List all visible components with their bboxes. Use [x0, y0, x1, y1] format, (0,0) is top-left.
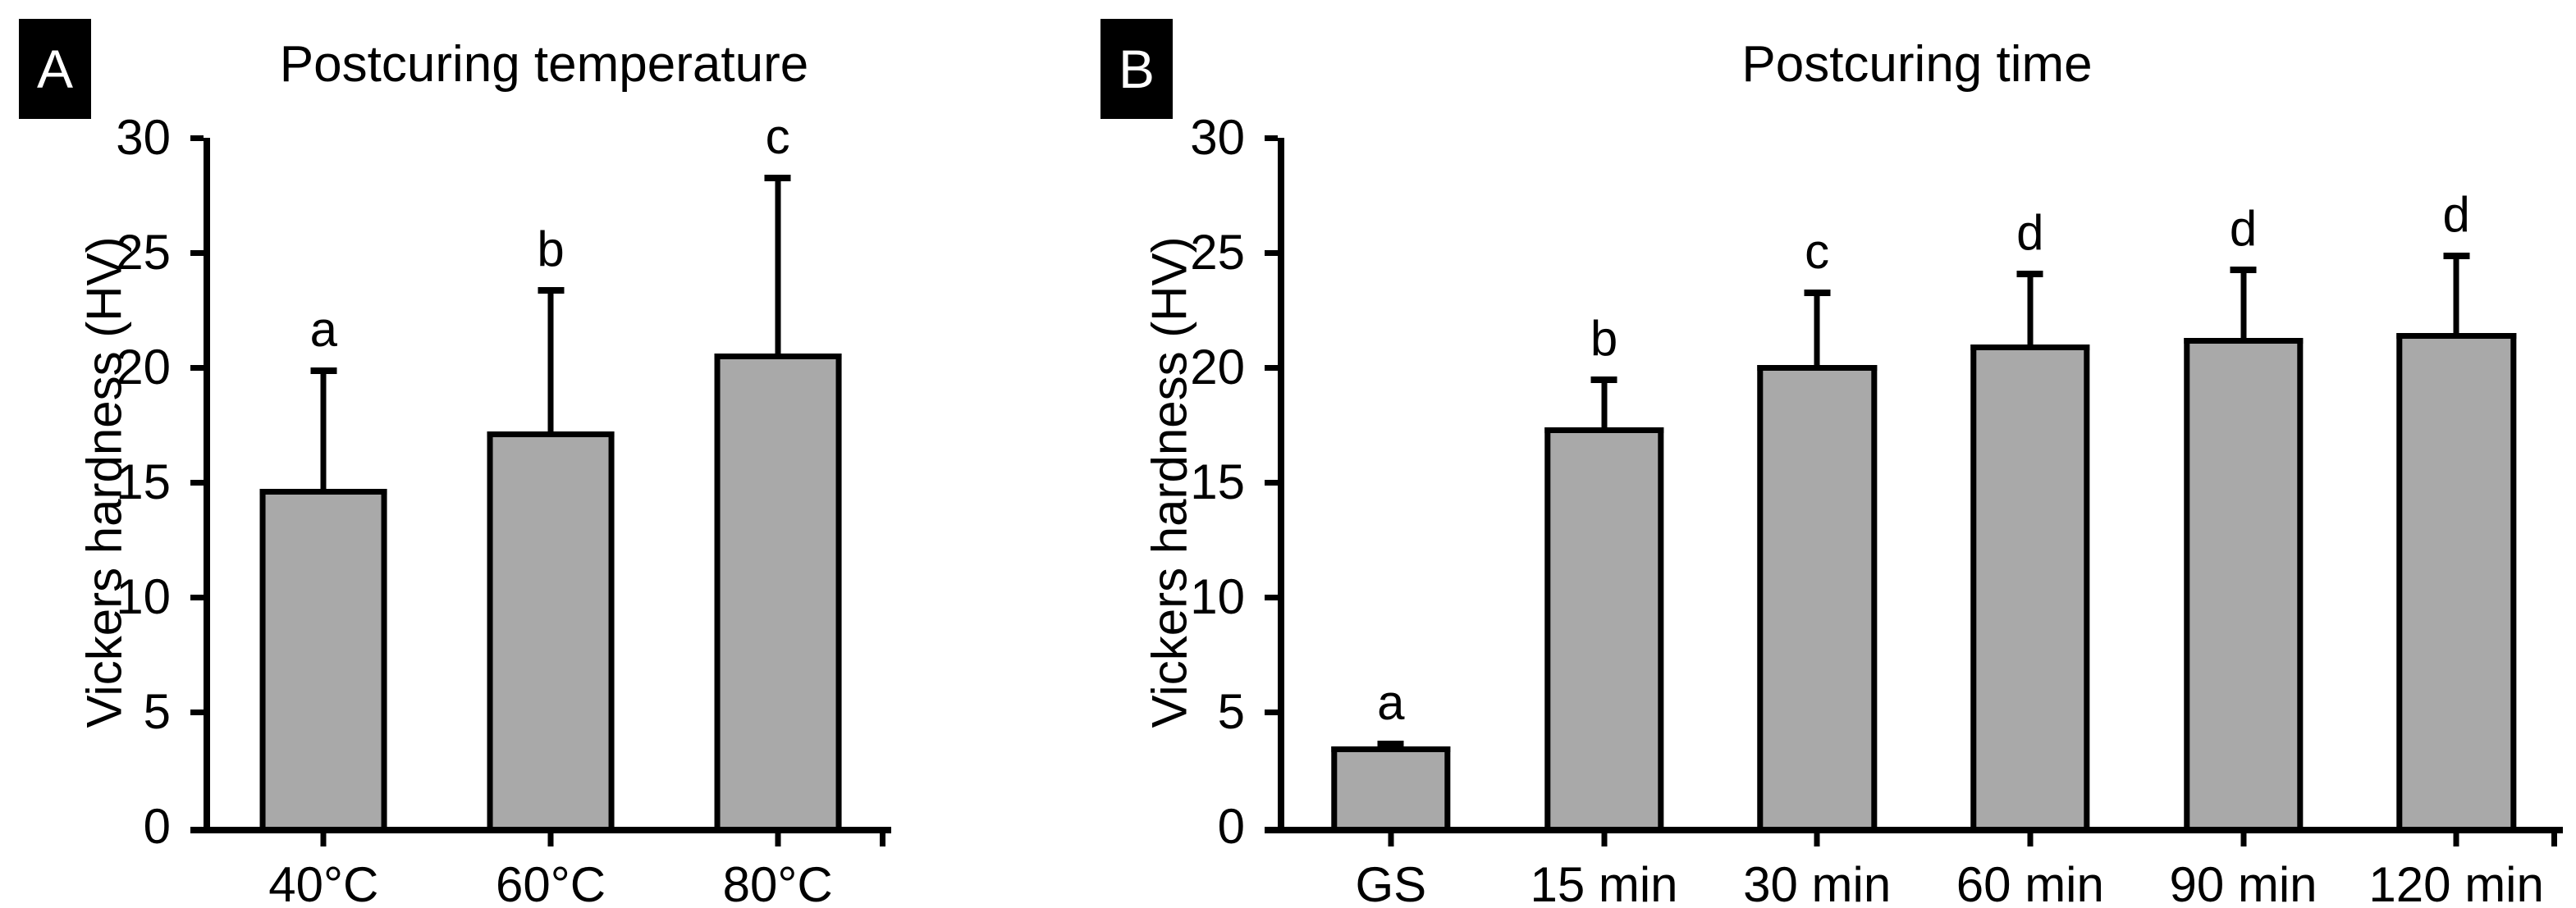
x-tick	[2027, 833, 2034, 846]
y-tick-label: 30	[116, 110, 171, 165]
y-tick-label: 0	[143, 799, 171, 854]
x-tick-label: 40°C	[268, 857, 379, 908]
significance-letter: a	[309, 302, 338, 358]
x-tick	[775, 833, 781, 846]
error-bar	[538, 287, 564, 432]
error-bar	[2230, 266, 2257, 338]
bar	[487, 431, 615, 827]
panel-b-plot-area: 0 5 10 15 20 25 30 a GS b 15 min c 30 min d 60 min d 90 …	[1190, 110, 2563, 908]
x-tick-label: 30 min	[1743, 857, 1892, 908]
y-tick	[1265, 479, 1278, 486]
error-bar-cap	[1590, 376, 1617, 384]
y-tick	[190, 249, 204, 256]
y-tick-label: 25	[116, 225, 171, 280]
panel-b-badge-letter: B	[1118, 39, 1155, 99]
significance-letter: b	[537, 221, 565, 276]
y-tick-label: 25	[1190, 225, 1245, 280]
y-tick	[1265, 709, 1278, 715]
significance-letter: d	[2442, 187, 2470, 242]
y-tick	[1265, 364, 1278, 371]
x-tick	[1601, 833, 1607, 846]
x-tick	[547, 833, 554, 846]
y-tick	[1265, 594, 1278, 600]
x-axis-end-tick	[2551, 833, 2557, 846]
y-tick-label: 10	[116, 569, 171, 625]
y-tick-label: 10	[1190, 569, 1245, 625]
x-tick	[320, 833, 327, 846]
error-bar-cap	[2443, 253, 2470, 260]
error-bar	[1590, 376, 1617, 427]
error-bar	[764, 174, 791, 354]
bar	[1757, 365, 1877, 827]
panel-a-plot-area: 0 5 10 15 20 25 30 a 40°C b 60°C c 80°C	[116, 110, 891, 908]
panel-b-title: Postcuring time	[1741, 36, 2093, 93]
x-tick-label: 15 min	[1530, 857, 1678, 908]
error-bar-cap	[310, 367, 337, 375]
x-tick-label: 60 min	[1956, 857, 2104, 908]
bar	[1331, 746, 1451, 827]
error-bar	[2443, 253, 2470, 334]
y-tick-label: 15	[116, 454, 171, 509]
y-tick	[190, 135, 204, 141]
y-tick	[190, 364, 204, 371]
bar	[2396, 333, 2516, 827]
y-tick-label: 20	[116, 340, 171, 395]
bar	[259, 489, 387, 827]
error-bar-cap	[2016, 271, 2043, 278]
error-bar	[1377, 741, 1404, 747]
x-tick-label: 90 min	[2169, 857, 2317, 908]
y-tick	[190, 709, 204, 715]
panel-b-badge: B	[1100, 19, 1173, 119]
y-tick-label: 20	[1190, 340, 1245, 395]
panel-a-badge: A	[19, 19, 91, 119]
x-tick-label: GS	[1355, 857, 1427, 908]
y-tick-label: 15	[1190, 454, 1245, 509]
bar	[2183, 337, 2304, 827]
x-tick-label: 60°C	[495, 857, 606, 908]
x-tick	[1388, 833, 1394, 846]
error-bar-cap	[538, 287, 564, 294]
bar	[1970, 344, 2090, 827]
significance-letter: b	[1590, 311, 1618, 367]
error-bar-cap	[764, 174, 791, 181]
panel-a-badge-letter: A	[36, 39, 74, 99]
bar	[714, 354, 842, 827]
panel-a: A Postcuring temperature Vickers hardnes…	[0, 0, 1091, 908]
error-bar-cap	[1377, 741, 1404, 747]
error-bar-cap	[1804, 289, 1831, 296]
y-tick-label: 30	[1190, 110, 1245, 165]
y-tick	[190, 594, 204, 600]
y-tick-label: 0	[1217, 799, 1245, 854]
error-bar	[1804, 289, 1831, 366]
significance-letter: c	[765, 108, 790, 164]
x-axis-zero-extension	[1265, 827, 1278, 833]
bar	[1544, 427, 1664, 827]
x-axis-zero-extension	[190, 827, 204, 833]
significance-letter: d	[2016, 205, 2044, 261]
y-tick	[190, 479, 204, 486]
significance-letter: a	[1377, 675, 1405, 730]
panel-b-y-axis-label: Vickers hardness (HV)	[1142, 236, 1197, 728]
x-tick-label: 80°C	[722, 857, 833, 908]
x-tick	[2240, 833, 2246, 846]
y-tick-label: 5	[143, 684, 171, 740]
y-tick-label: 5	[1217, 684, 1245, 740]
x-axis-end-tick	[880, 833, 885, 846]
significance-letter: d	[2229, 200, 2258, 256]
y-tick	[1265, 135, 1278, 141]
x-tick-label: 120 min	[2368, 857, 2544, 908]
significance-letter: c	[1805, 223, 1830, 279]
x-tick	[1814, 833, 1820, 846]
error-bar	[310, 367, 337, 490]
panel-b: B Postcuring time Vickers hardness (HV) …	[1091, 0, 2576, 908]
error-bar	[2016, 271, 2043, 344]
x-tick	[2453, 833, 2459, 846]
panel-a-title: Postcuring temperature	[279, 36, 809, 93]
y-tick	[1265, 249, 1278, 256]
error-bar-cap	[2230, 266, 2257, 273]
